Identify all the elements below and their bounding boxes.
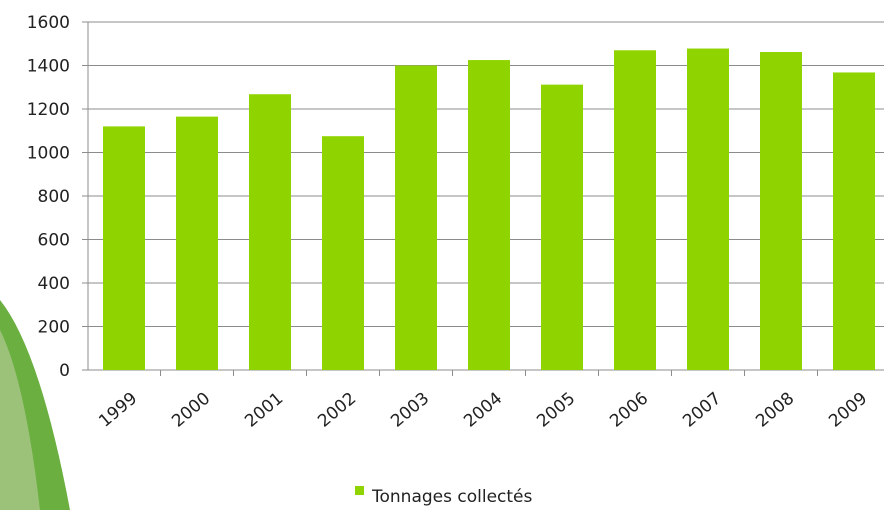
bar-2003 xyxy=(395,65,437,370)
bar-2007 xyxy=(687,48,729,370)
y-tick-label: 1600 xyxy=(27,13,70,33)
legend: Tonnages collectés xyxy=(355,486,532,507)
x-tick-label-2009: 2009 xyxy=(825,389,871,432)
bar-2002 xyxy=(322,136,364,370)
x-tick-label-2005: 2005 xyxy=(533,389,579,432)
decorative-arc-inner xyxy=(0,330,40,510)
bars-group xyxy=(103,48,875,371)
x-tick-label-2007: 2007 xyxy=(679,389,725,432)
x-tick-label-2000: 2000 xyxy=(168,389,214,432)
y-axis-tick-labels: 0 200 400 600 800 1000 1200 1400 1600 xyxy=(27,13,70,381)
y-tick-label: 800 xyxy=(38,187,70,207)
decorative-green-arc xyxy=(0,300,70,510)
legend-swatch xyxy=(355,486,364,495)
x-tick-label-2008: 2008 xyxy=(752,389,798,432)
y-tick-label: 200 xyxy=(38,318,70,338)
x-tick-label-2001: 2001 xyxy=(241,389,287,432)
bar-2004 xyxy=(468,60,510,370)
y-tick-label: 1400 xyxy=(27,57,70,77)
y-tick-label: 400 xyxy=(38,274,70,294)
bar-2009 xyxy=(833,72,875,371)
bar-2001 xyxy=(249,94,291,371)
bar-1999 xyxy=(103,126,145,371)
x-tick-label-2006: 2006 xyxy=(606,389,652,432)
y-tick-label: 0 xyxy=(59,361,70,381)
bar-2008 xyxy=(760,52,802,370)
y-tick-label: 1200 xyxy=(27,100,70,120)
x-tick-label-1999: 1999 xyxy=(95,389,141,432)
x-tick-label-2003: 2003 xyxy=(387,389,433,432)
bar-2000 xyxy=(176,116,218,370)
y-tick-label: 1000 xyxy=(27,144,70,164)
bar-2006 xyxy=(614,50,656,371)
x-tick-label-2002: 2002 xyxy=(314,389,360,432)
legend-label: Tonnages collectés xyxy=(371,487,532,507)
bar-2005 xyxy=(541,84,583,370)
x-axis-tick-labels: 1999 2000 2001 2002 2003 2004 2005 2006 2007 2008… xyxy=(95,389,871,432)
x-tick-label-2004: 2004 xyxy=(460,389,506,432)
y-tick-label: 600 xyxy=(38,231,70,251)
